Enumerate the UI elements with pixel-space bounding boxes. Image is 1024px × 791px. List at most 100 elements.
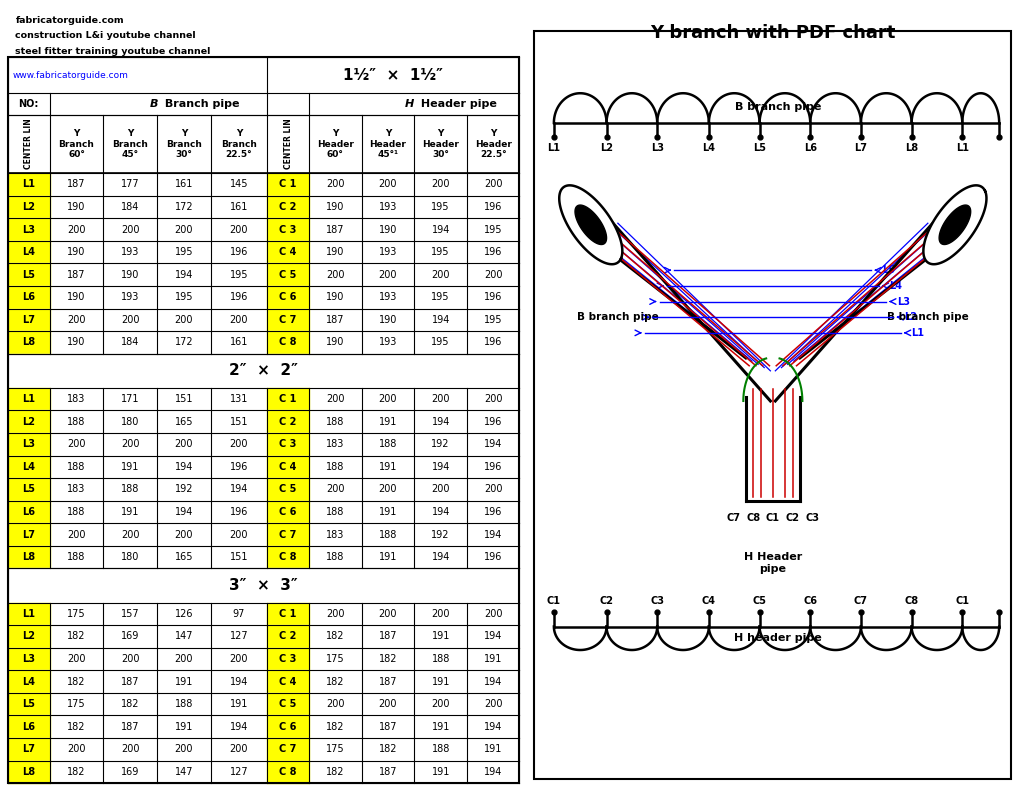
Text: 188: 188 [431,744,450,755]
Text: 188: 188 [326,417,344,426]
Text: C 3: C 3 [280,225,297,234]
Text: 191: 191 [431,766,450,777]
Text: C 3: C 3 [280,439,297,449]
Text: C 8: C 8 [280,766,297,777]
Text: L8: L8 [23,338,35,347]
Text: 194: 194 [229,721,248,732]
Text: 200: 200 [431,699,450,709]
Text: 190: 190 [326,338,344,347]
Text: 200: 200 [229,315,248,325]
Text: C 2: C 2 [280,631,297,642]
Text: CENTER LIN: CENTER LIN [25,119,33,169]
Text: 200: 200 [229,439,248,449]
Text: 187: 187 [379,721,397,732]
Text: L4: L4 [890,281,902,291]
Text: 200: 200 [175,439,194,449]
Text: 188: 188 [121,484,139,494]
Text: 182: 182 [326,721,344,732]
Text: 194: 194 [484,676,503,687]
Text: 200: 200 [431,394,450,404]
Text: 200: 200 [175,315,194,325]
Text: 182: 182 [68,676,86,687]
Text: 187: 187 [68,180,86,189]
Text: 191: 191 [431,676,450,687]
Text: 161: 161 [229,338,248,347]
Text: 196: 196 [484,462,503,471]
Text: L5: L5 [882,265,895,275]
Text: 195: 195 [431,292,450,302]
Text: C 4: C 4 [280,247,297,257]
Text: C 3: C 3 [280,654,297,664]
Text: 193: 193 [379,292,397,302]
Text: 194: 194 [484,631,503,642]
Text: 182: 182 [68,766,86,777]
Text: 190: 190 [68,202,86,212]
Text: 191: 191 [121,462,139,471]
Text: 200: 200 [484,609,503,619]
Text: 196: 196 [229,247,248,257]
Text: C 8: C 8 [280,338,297,347]
Text: C5: C5 [753,596,767,606]
Text: 196: 196 [484,417,503,426]
Text: L1: L1 [23,180,35,189]
Text: C 6: C 6 [280,292,297,302]
Text: C7: C7 [726,513,740,523]
Text: 188: 188 [326,552,344,562]
Text: 200: 200 [68,315,86,325]
Text: 196: 196 [484,507,503,517]
Text: 194: 194 [431,507,450,517]
Text: 200: 200 [484,270,503,280]
Text: 193: 193 [379,338,397,347]
Text: 200: 200 [379,699,397,709]
Text: 131: 131 [229,394,248,404]
Text: 165: 165 [175,417,194,426]
Text: 151: 151 [229,417,248,426]
Text: 194: 194 [484,721,503,732]
Text: B branch pipe: B branch pipe [734,101,821,112]
Text: 192: 192 [175,484,194,494]
Text: C 5: C 5 [280,270,297,280]
Text: fabricatorguide.com: fabricatorguide.com [15,16,124,25]
Text: L3: L3 [23,225,35,234]
Text: 147: 147 [175,766,194,777]
Text: 200: 200 [68,654,86,664]
Text: 187: 187 [121,676,139,687]
Text: 190: 190 [68,338,86,347]
Text: Y
Branch
30°: Y Branch 30° [166,129,202,159]
Text: CENTER LIN: CENTER LIN [284,119,293,169]
Text: 172: 172 [175,202,194,212]
Text: L8: L8 [23,766,35,777]
Text: 180: 180 [121,417,139,426]
Text: 187: 187 [326,225,344,234]
Text: L4: L4 [23,676,35,687]
Text: 195: 195 [431,338,450,347]
Text: 200: 200 [379,270,397,280]
Text: C1: C1 [547,596,561,606]
Text: 194: 194 [431,225,450,234]
Text: 196: 196 [229,507,248,517]
Text: 183: 183 [68,484,86,494]
Text: C 7: C 7 [280,529,297,539]
Text: 200: 200 [68,439,86,449]
Text: C 8: C 8 [280,552,297,562]
Text: 200: 200 [68,225,86,234]
Text: 200: 200 [229,654,248,664]
Text: B: B [150,99,159,109]
Text: L8: L8 [905,143,919,153]
Text: 172: 172 [175,338,194,347]
Text: L2: L2 [23,631,35,642]
Text: NO:: NO: [18,99,39,109]
Text: 177: 177 [121,180,139,189]
Text: 188: 188 [68,507,86,517]
Text: 169: 169 [121,631,139,642]
Text: 171: 171 [121,394,139,404]
Text: 191: 191 [484,654,503,664]
Text: 194: 194 [175,507,194,517]
Text: C2: C2 [599,596,613,606]
Text: 188: 188 [379,529,397,539]
Text: L1: L1 [955,143,969,153]
Text: L5: L5 [753,143,766,153]
Text: 182: 182 [68,631,86,642]
Text: 200: 200 [68,744,86,755]
Text: 161: 161 [229,202,248,212]
